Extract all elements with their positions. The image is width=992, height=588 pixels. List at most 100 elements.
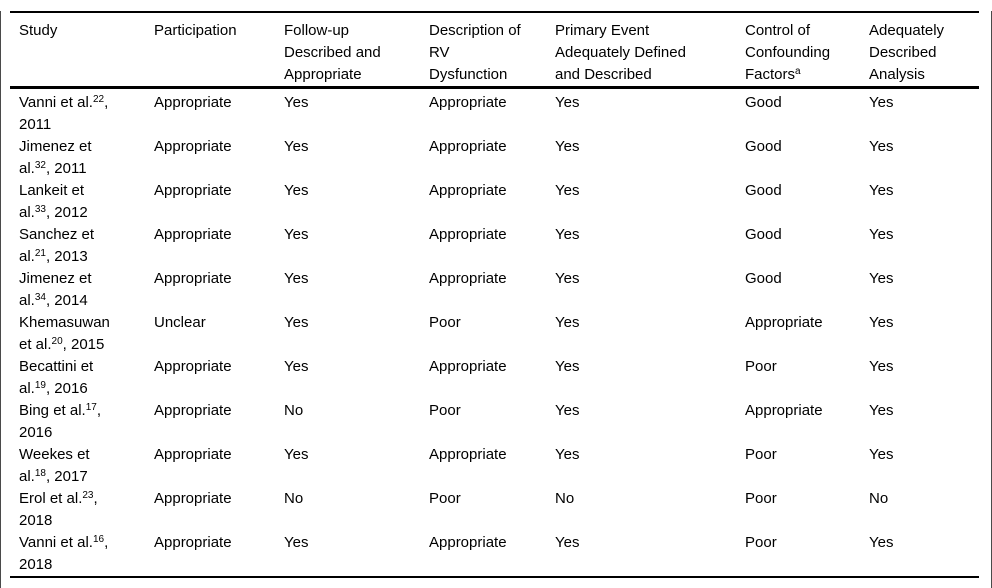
cell-study: Erol et al.23, 2018 [19, 490, 98, 529]
cell-confounding: Good [745, 94, 782, 111]
table-row: Bing et al.17, 2016 Appropriate No Poor Yes Ap… [10, 400, 979, 444]
table-row: Sanchez et al.21, 2013 Appropriate Yes Appro… [10, 224, 979, 268]
cell-rv: Poor [429, 314, 461, 331]
cell-analysis: Yes [869, 402, 894, 419]
cell-confounding: Good [745, 226, 782, 243]
table-row: Weekes et al.18, 2017 Appropriate Yes Approp… [10, 444, 979, 488]
cell-confounding: Good [745, 270, 782, 287]
cell-analysis: Yes [869, 94, 894, 111]
cell-confounding: Poor [745, 446, 777, 463]
cell-study: Jimenez et al.34, 2014 [19, 270, 92, 309]
cell-participation: Appropriate [154, 138, 232, 155]
cell-primary: Yes [555, 358, 580, 375]
cell-followup: No [284, 402, 304, 419]
cell-primary: Yes [555, 226, 580, 243]
cell-analysis: Yes [869, 226, 894, 243]
cell-followup: Yes [284, 270, 309, 287]
column-header-followup: Follow-up Described and Appropriate [284, 12, 429, 89]
cell-followup: Yes [284, 446, 309, 463]
table-row: Jimenez et al.32, 2011 Appropriate Yes Appro… [10, 136, 979, 180]
cell-analysis: No [869, 490, 889, 507]
cell-primary: No [555, 490, 575, 507]
table-row: Erol et al.23, 2018 Appropriate No Poor No Poo… [10, 488, 979, 532]
column-header-participation: Participation [154, 12, 284, 89]
cell-rv: Appropriate [429, 270, 507, 287]
table-row: Becattini et al.19, 2016 Appropriate Yes App… [10, 356, 979, 400]
cell-study: Jimenez et al.32, 2011 [19, 138, 92, 177]
superscript-reference: 23 [82, 490, 94, 501]
table-row: Jimenez et al.34, 2014 Appropriate Yes Appro… [10, 268, 979, 312]
cell-participation: Appropriate [154, 446, 232, 463]
cell-analysis: Yes [869, 182, 894, 199]
cell-rv: Appropriate [429, 182, 507, 199]
superscript-reference: 34 [34, 292, 46, 303]
cell-participation: Appropriate [154, 94, 232, 111]
cell-study: Vanni et al.22, 2011 [19, 94, 109, 133]
superscript-reference: 22 [92, 94, 105, 105]
cell-participation: Appropriate [154, 358, 232, 375]
cell-participation: Appropriate [154, 402, 232, 419]
cell-confounding: Appropriate [745, 314, 823, 331]
superscript-reference: 20 [51, 336, 63, 347]
superscript-reference: 21 [34, 248, 46, 259]
cell-analysis: Yes [869, 534, 894, 551]
cell-primary: Yes [555, 182, 580, 199]
cell-rv: Appropriate [429, 534, 507, 551]
table-row: Khemasuwan et al.20, 2015 Unclear Yes Poor Ye… [10, 312, 979, 356]
cell-followup: Yes [284, 182, 309, 199]
cell-analysis: Yes [869, 446, 894, 463]
header-row: Study Participation Follow-up Described and… [10, 12, 979, 89]
cell-rv: Appropriate [429, 226, 507, 243]
cell-analysis: Yes [869, 314, 894, 331]
study-quality-assessment-table: Study Participation Follow-up Described and… [10, 11, 979, 578]
cell-primary: Yes [555, 138, 580, 155]
cell-study: Lankeit et al.33, 2012 [19, 182, 88, 221]
cell-followup: No [284, 490, 304, 507]
superscript-reference: 32 [34, 160, 46, 171]
table-row: Vanni et al.22, 2011 Appropriate Yes Appropr… [10, 88, 979, 137]
cell-followup: Yes [284, 94, 309, 111]
cell-followup: Yes [284, 226, 309, 243]
cell-study: Bing et al.17, 2016 [19, 402, 102, 441]
cell-primary: Yes [555, 94, 580, 111]
column-header-rv: Description of RV Dysfunction [429, 12, 555, 89]
cell-participation: Appropriate [154, 490, 232, 507]
column-header-analysis: Adequately Described Analysis [869, 12, 979, 89]
cell-rv: Poor [429, 402, 461, 419]
superscript-reference: 17 [85, 402, 97, 413]
superscript-reference: a [795, 66, 801, 77]
superscript-reference: 19 [34, 380, 46, 391]
cell-confounding: Poor [745, 534, 777, 551]
cell-confounding: Good [745, 182, 782, 199]
table-body: Vanni et al.22, 2011 Appropriate Yes Appropr… [10, 88, 979, 578]
cell-participation: Appropriate [154, 534, 232, 551]
cell-analysis: Yes [869, 138, 894, 155]
cell-confounding: Poor [745, 490, 777, 507]
cell-analysis: Yes [869, 270, 894, 287]
cell-rv: Appropriate [429, 94, 507, 111]
cell-primary: Yes [555, 270, 580, 287]
cell-followup: Yes [284, 314, 309, 331]
cell-primary: Yes [555, 534, 580, 551]
cell-followup: Yes [284, 358, 309, 375]
cell-confounding: Appropriate [745, 402, 823, 419]
cell-rv: Appropriate [429, 358, 507, 375]
superscript-reference: 33 [34, 204, 46, 215]
cell-confounding: Good [745, 138, 782, 155]
document-page: Study Participation Follow-up Described and… [0, 11, 992, 588]
cell-rv: Appropriate [429, 446, 507, 463]
cell-study: Becattini et al.19, 2016 [19, 358, 94, 397]
superscript-reference: 18 [34, 468, 46, 479]
cell-study: Sanchez et al.21, 2013 [19, 226, 95, 265]
superscript-reference: 16 [92, 534, 105, 545]
cell-study: Khemasuwan et al.20, 2015 [19, 314, 110, 353]
cell-followup: Yes [284, 534, 309, 551]
cell-confounding: Poor [745, 358, 777, 375]
column-header-primary: Primary Event Adequately Defined and Descr… [555, 12, 745, 89]
cell-study: Vanni et al.16, 2018 [19, 534, 109, 573]
cell-participation: Unclear [154, 314, 206, 331]
cell-participation: Appropriate [154, 226, 232, 243]
column-header-study: Study [10, 12, 154, 89]
cell-rv: Appropriate [429, 138, 507, 155]
cell-study: Weekes et al.18, 2017 [19, 446, 90, 485]
